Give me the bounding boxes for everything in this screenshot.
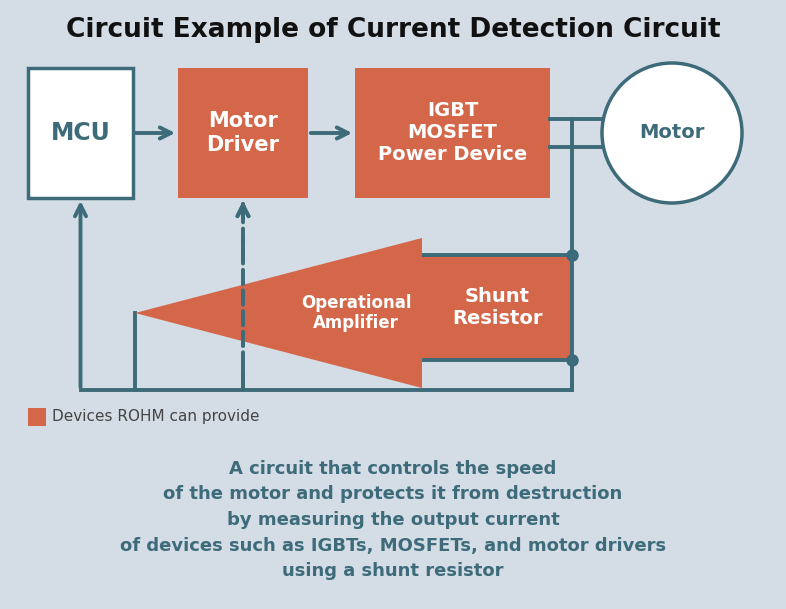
Text: Devices ROHM can provide: Devices ROHM can provide bbox=[52, 409, 259, 424]
FancyBboxPatch shape bbox=[422, 255, 572, 360]
Text: Motor: Motor bbox=[639, 124, 705, 143]
Text: Motor
Driver: Motor Driver bbox=[207, 111, 280, 155]
Polygon shape bbox=[135, 238, 422, 388]
FancyBboxPatch shape bbox=[28, 408, 46, 426]
FancyBboxPatch shape bbox=[355, 68, 550, 198]
Text: IGBT
MOSFET
Power Device: IGBT MOSFET Power Device bbox=[378, 102, 527, 164]
Text: Circuit Example of Current Detection Circuit: Circuit Example of Current Detection Cir… bbox=[66, 17, 720, 43]
Text: MCU: MCU bbox=[50, 121, 110, 145]
FancyBboxPatch shape bbox=[28, 68, 133, 198]
Text: Shunt
Resistor: Shunt Resistor bbox=[452, 287, 542, 328]
FancyBboxPatch shape bbox=[178, 68, 308, 198]
Text: Operational
Amplifier: Operational Amplifier bbox=[301, 294, 412, 333]
Text: A circuit that controls the speed
of the motor and protects it from destruction
: A circuit that controls the speed of the… bbox=[120, 460, 666, 580]
Ellipse shape bbox=[602, 63, 742, 203]
